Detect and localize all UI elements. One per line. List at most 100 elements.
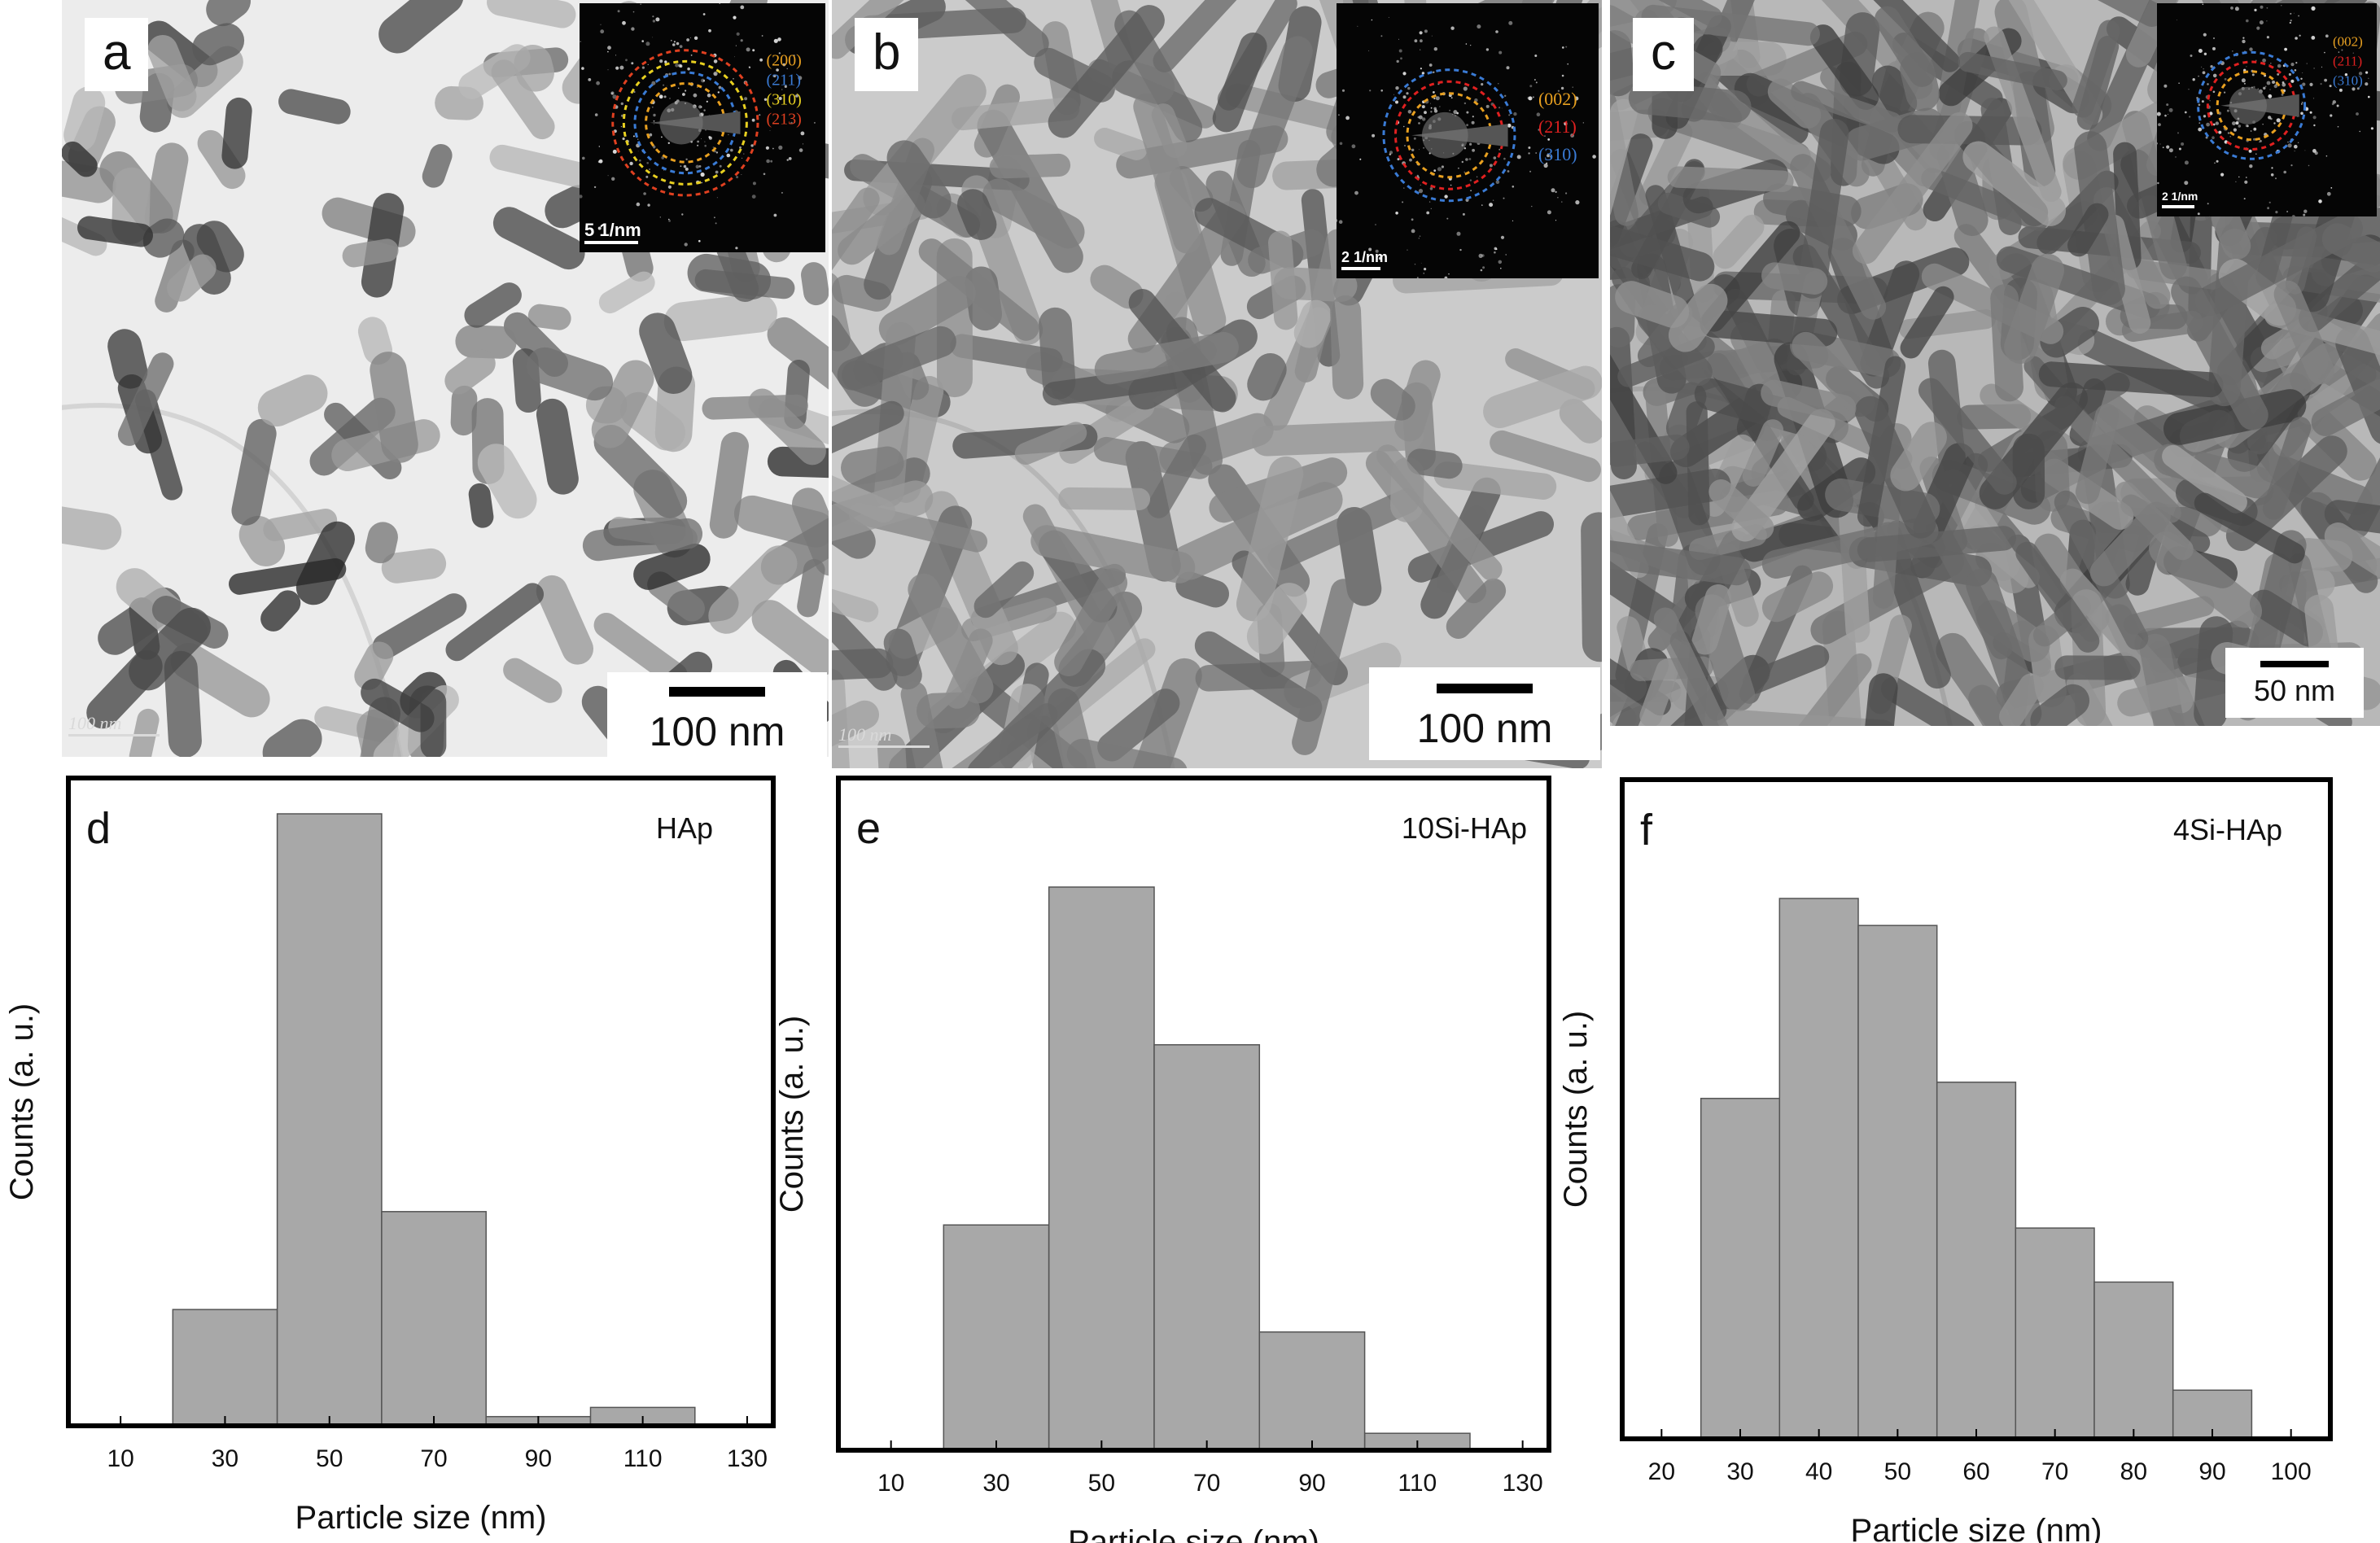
x-tick-label: 70	[420, 1445, 447, 1472]
nanorod	[1394, 360, 1441, 442]
diffraction-spot	[1570, 133, 1574, 138]
nanorod	[593, 424, 688, 518]
diffraction-spot	[708, 136, 711, 138]
diffraction-spot	[2238, 125, 2242, 128]
diffraction-spot	[2309, 82, 2313, 86]
nanorod	[142, 218, 185, 258]
diffraction-spot	[1430, 111, 1433, 113]
nanorod	[2273, 280, 2334, 385]
diffraction-spot	[2229, 136, 2231, 138]
diffraction-spot	[2175, 156, 2177, 158]
nanorod	[582, 518, 703, 562]
diffraction-spot	[766, 159, 770, 164]
diffraction-spot	[2164, 114, 2167, 117]
scale-bar-c	[2260, 661, 2329, 667]
diffraction-spot	[2159, 143, 2161, 145]
diffraction-spot	[659, 216, 661, 218]
diffraction-spot	[646, 162, 649, 164]
diffraction-spot	[2202, 71, 2206, 75]
nanorod	[2324, 522, 2380, 578]
diffraction-spot	[1421, 105, 1425, 109]
diffraction-spot	[1380, 35, 1383, 37]
diffraction-spot	[1564, 122, 1568, 126]
diffraction-spot	[652, 37, 654, 38]
diffraction-spot	[736, 176, 739, 179]
diffraction-spot	[2242, 39, 2246, 44]
nanorod	[489, 144, 606, 191]
central-beam	[2229, 86, 2267, 125]
panel-letter-b: b	[855, 18, 919, 91]
scale-label-c: 50 nm	[2253, 674, 2336, 707]
diffraction-spot	[795, 94, 798, 98]
diffraction-spot	[659, 59, 663, 63]
x-tick-label: 100	[2271, 1458, 2312, 1485]
diffraction-spot	[1531, 205, 1533, 208]
diffraction-spot	[2227, 132, 2229, 134]
diffraction-spot	[682, 93, 685, 96]
diffraction-spot	[1450, 97, 1453, 99]
diffraction-spot	[1469, 179, 1472, 181]
diffraction-spot	[1547, 154, 1550, 158]
diffraction-spot	[679, 45, 683, 48]
diffraction-spot	[2163, 84, 2168, 88]
diffraction-spot	[611, 177, 615, 181]
diffraction-spot	[735, 247, 738, 250]
diffraction-spot	[1463, 171, 1465, 173]
diffraction-spot	[2243, 198, 2246, 200]
nanorod	[1030, 525, 1196, 584]
diffraction-spot	[2184, 160, 2189, 165]
diffraction-spot	[1463, 147, 1467, 150]
ring-index-label: (002)	[1538, 89, 1577, 109]
nanorod	[1236, 456, 1304, 622]
histogram-bar	[2093, 1281, 2174, 1440]
nanorod	[2311, 379, 2380, 436]
histogram-bar	[172, 1309, 278, 1427]
diffraction-spot	[2370, 127, 2373, 130]
diffraction-spot	[1471, 120, 1475, 125]
diffraction-spot	[1547, 210, 1551, 215]
nanorod	[354, 641, 394, 690]
diffraction-spot	[1433, 109, 1438, 113]
panel-letter: f	[1640, 806, 1653, 855]
diffraction-spot	[1469, 142, 1472, 146]
diffraction-spot	[1480, 269, 1483, 272]
diffraction-spot	[2273, 122, 2276, 125]
nanorod	[117, 352, 174, 446]
diffraction-spot	[1404, 145, 1406, 146]
diffraction-spot	[2251, 73, 2255, 76]
ring-index-label: (002)	[2333, 33, 2363, 49]
diffraction-spot	[1416, 277, 1419, 278]
diffraction-spot	[1393, 94, 1394, 95]
nanorod	[832, 400, 904, 473]
diffraction-spot	[1477, 24, 1481, 29]
y-axis-label: Counts (a. u.)	[774, 1016, 810, 1213]
saed-scale-bar	[2162, 205, 2194, 208]
nanorod	[527, 304, 571, 330]
x-tick-label: 110	[623, 1445, 663, 1472]
x-tick-label: 110	[1398, 1470, 1437, 1497]
nanorod	[477, 444, 537, 519]
diffraction-spot	[697, 87, 698, 88]
nanorod	[2015, 541, 2100, 653]
diffraction-spot	[1567, 63, 1568, 65]
diffraction-spot	[582, 156, 585, 160]
diffraction-spot	[641, 66, 645, 69]
diffraction-spot	[685, 167, 689, 171]
diffraction-spot	[2268, 94, 2273, 98]
diffraction-spot	[1565, 192, 1568, 195]
diffraction-spot	[681, 213, 684, 216]
diffraction-spot	[1468, 158, 1472, 160]
diffraction-spot	[1414, 39, 1418, 43]
diffraction-spot	[2300, 111, 2303, 116]
diffraction-spot	[1422, 117, 1426, 121]
diffraction-spot	[2257, 88, 2260, 90]
diffraction-spot	[712, 146, 715, 148]
ring-index-label: (211)	[767, 72, 802, 90]
nanorod	[2249, 589, 2323, 647]
diffraction-spot	[2232, 121, 2236, 126]
nanorod	[2194, 212, 2363, 317]
diffraction-spot	[643, 192, 646, 195]
diffraction-spot	[2290, 20, 2292, 22]
diffraction-spot	[1339, 142, 1343, 146]
nanorod	[1863, 673, 1898, 726]
